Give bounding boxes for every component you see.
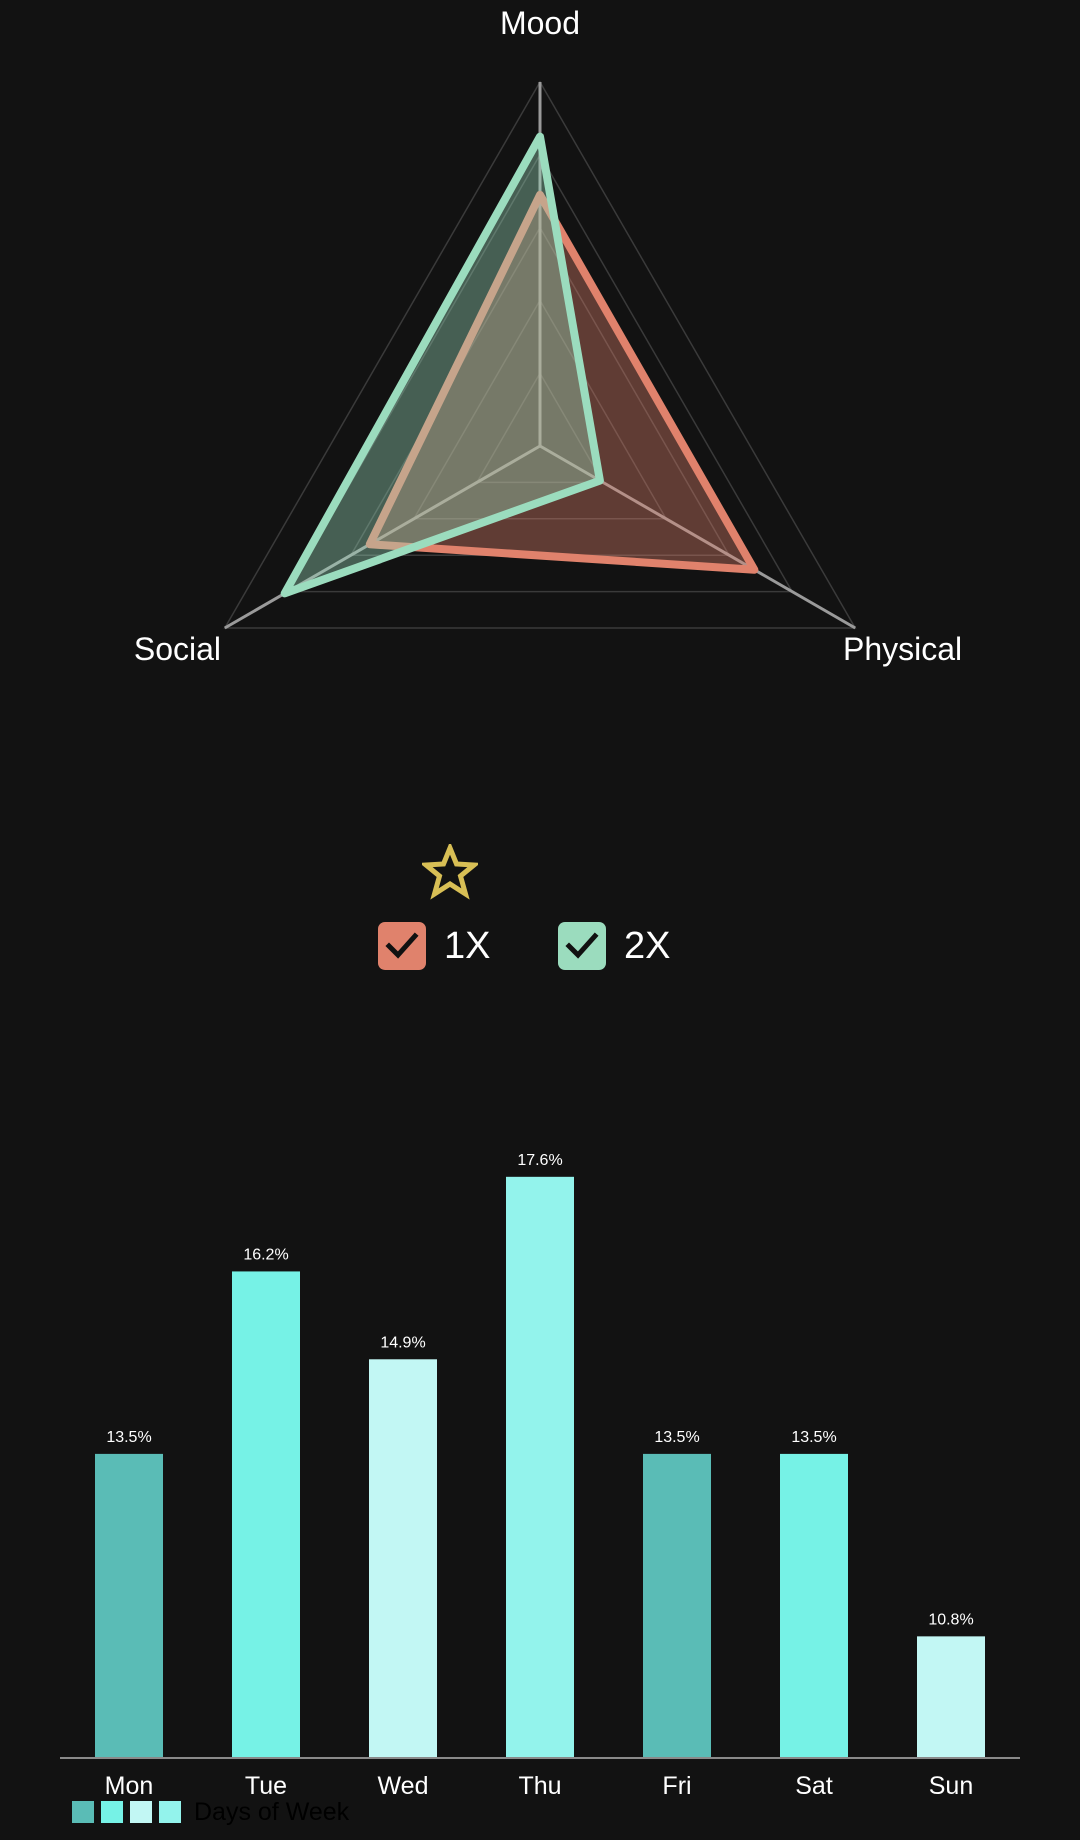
radar-grid-ring	[223, 80, 857, 629]
star-button[interactable]	[419, 841, 481, 900]
x-tick-label: Thu	[518, 1772, 561, 1800]
legend-swatch	[130, 1801, 152, 1823]
x-tick-label: Tue	[245, 1772, 287, 1800]
bar-sat	[780, 1453, 848, 1758]
x-tick-label: Wed	[378, 1772, 429, 1800]
x-tick-label: Sun	[929, 1772, 973, 1800]
bar-sun	[917, 1636, 985, 1758]
x-tick-label: Sat	[795, 1772, 833, 1800]
x-tick-label: Fri	[662, 1772, 691, 1800]
bar-tue	[232, 1271, 300, 1758]
radar-axis-line	[224, 444, 541, 630]
legend-item-1x[interactable]: 1X	[378, 918, 490, 974]
bar-value-label: 14.9%	[380, 1334, 425, 1351]
bar-value-label: 13.5%	[106, 1429, 151, 1446]
bar-fri	[643, 1453, 711, 1758]
checkbox-2x[interactable]	[558, 922, 606, 970]
bar-chart: 13.5% 16.2% 14.9% 17.6% 13.5% 13.5% 10.8% Mon T…	[60, 1152, 1020, 1800]
bar-value-label: 10.8%	[928, 1611, 973, 1628]
bar-mon	[95, 1453, 163, 1758]
radar-web	[223, 80, 857, 630]
radar-axis-line	[539, 444, 856, 630]
bar-value-label: 16.2%	[243, 1246, 288, 1263]
radar-axis-label-social: Social	[134, 631, 221, 667]
checkmark-icon	[565, 932, 599, 959]
bar-value-label: 13.5%	[791, 1429, 836, 1446]
radar-chart: Mood Physical Social	[134, 5, 962, 667]
bar-value-label: 13.5%	[654, 1429, 699, 1446]
bar-value-label: 17.6%	[517, 1152, 562, 1169]
legend-swatch	[72, 1801, 94, 1823]
legend-swatch	[101, 1801, 123, 1823]
radar-series-layer	[280, 132, 759, 598]
radar-series-2x	[280, 132, 604, 598]
radar-axis-label-mood: Mood	[500, 5, 580, 41]
radar-grid-ring	[412, 298, 668, 520]
bar-layer: 13.5% 16.2% 14.9% 17.6% 13.5% 13.5% 10.8%	[95, 1152, 985, 1758]
radar-grid-ring	[286, 153, 794, 593]
star-outline-icon	[419, 841, 481, 900]
bar-legend-label: Days of Week	[194, 1797, 350, 1826]
radar-axis-label-physical: Physical	[843, 631, 962, 667]
bar-wed	[369, 1359, 437, 1758]
checkbox-1x[interactable]	[378, 922, 426, 970]
bar-legend: Days of Week	[72, 1797, 350, 1826]
legend-label-2x: 2X	[624, 924, 671, 967]
bar-thu	[506, 1176, 574, 1758]
legend-swatch	[159, 1801, 181, 1823]
series-legend: 1X 2X	[0, 918, 1080, 974]
x-tick-label: Mon	[105, 1772, 154, 1800]
legend-item-2x[interactable]: 2X	[558, 918, 670, 974]
legend-label-1x: 1X	[444, 924, 491, 967]
checkmark-icon	[385, 932, 419, 959]
radar-series-1x	[365, 190, 759, 574]
radar-grid-ring	[475, 371, 605, 484]
